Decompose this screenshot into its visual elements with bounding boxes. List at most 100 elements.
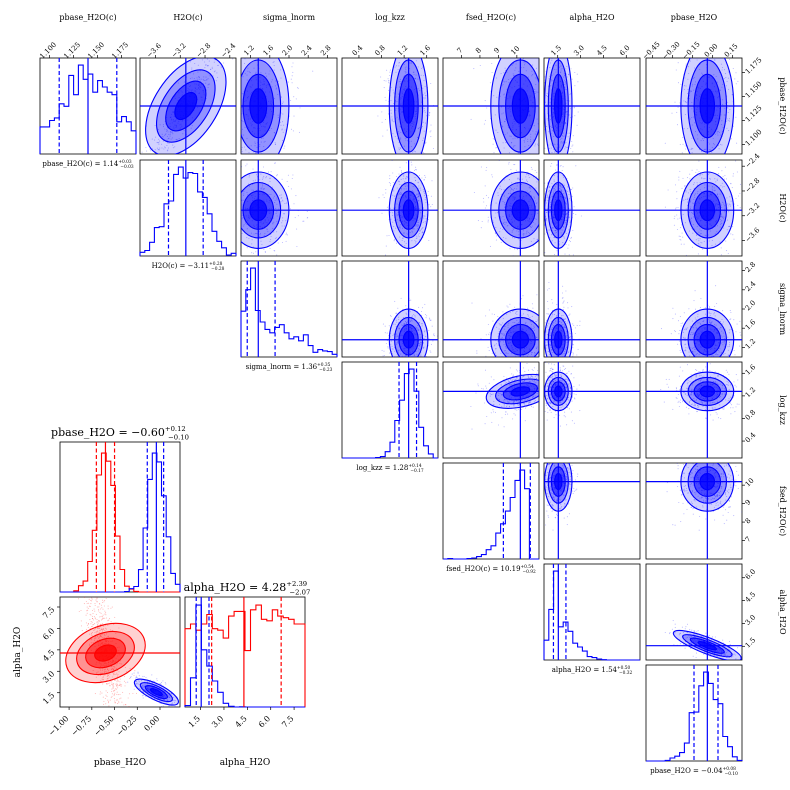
scatter-point (719, 143, 722, 146)
scatter-point (724, 114, 726, 116)
scatter-point (704, 184, 706, 186)
scatter-point (714, 243, 716, 245)
scatter-point (696, 226, 698, 228)
scatter-point (560, 142, 562, 144)
scatter-point (721, 215, 723, 217)
scatter-point (543, 190, 544, 191)
scatter-point (557, 156, 558, 157)
scatter-point (498, 160, 500, 161)
scatter-point (667, 189, 669, 191)
scatter-point (500, 73, 502, 75)
scatter-point (391, 118, 393, 120)
scatter-point (719, 241, 721, 243)
scatter-point (677, 62, 679, 64)
scatter-point (719, 226, 721, 228)
scatter-point (677, 218, 679, 220)
scatter-point (496, 235, 498, 237)
scatter-point (564, 253, 566, 255)
scatter-point (711, 257, 712, 258)
scatter-point (238, 114, 239, 115)
scatter-point (514, 187, 516, 190)
scatter-point (405, 139, 407, 141)
scatter-point (550, 218, 552, 220)
scatter-point (418, 232, 420, 234)
scatter-point (559, 184, 561, 186)
scatter-point (566, 212, 568, 214)
scatter-point (272, 61, 274, 64)
scatter-point (554, 232, 556, 234)
scatter-point (570, 68, 572, 70)
scatter-point (168, 157, 169, 158)
scatter-point (531, 70, 533, 72)
scatter-point (509, 47, 510, 48)
scatter-point (415, 242, 417, 244)
scatter-point (261, 184, 264, 186)
scatter-point (563, 157, 564, 158)
scatter-point (714, 59, 716, 61)
scatter-point (690, 189, 692, 191)
scatter-point (291, 66, 293, 68)
scatter-point (535, 187, 537, 189)
x-tick-label: 0.00 (703, 42, 720, 59)
scatter-point (697, 253, 699, 255)
scatter-point (293, 115, 295, 117)
scatter-point (569, 208, 571, 210)
scatter-point (713, 190, 716, 192)
scatter-point (415, 52, 416, 53)
scatter-point (244, 126, 246, 128)
scatter-point (274, 132, 276, 134)
scatter-point (207, 78, 209, 80)
scatter-point (277, 93, 279, 96)
scatter-point (241, 120, 243, 122)
scatter-point (709, 178, 711, 180)
scatter-point (494, 114, 496, 116)
scatter-point (377, 115, 379, 117)
scatter-point (524, 62, 526, 64)
scatter-point (559, 257, 560, 258)
scatter-point (212, 234, 213, 235)
scatter-point (484, 207, 486, 209)
scatter-point (718, 172, 719, 173)
scatter-point (281, 199, 283, 201)
scatter-point (679, 102, 681, 104)
scatter-point (716, 194, 718, 196)
scatter-point (570, 189, 572, 191)
scatter-point (528, 192, 530, 194)
scatter-point (556, 148, 558, 150)
scatter-point (237, 214, 238, 215)
scatter-point (400, 82, 402, 85)
scatter-point (266, 166, 267, 167)
scatter-point (732, 234, 734, 236)
scatter-point (172, 147, 174, 149)
scatter-point (524, 164, 525, 165)
scatter-point (562, 186, 564, 188)
scatter-point (506, 45, 507, 46)
scatter-point (551, 195, 553, 197)
scatter-point (558, 66, 560, 68)
scatter-point (545, 157, 546, 158)
scatter-point (275, 87, 278, 89)
scatter-point (567, 190, 569, 192)
scatter-point (241, 151, 243, 153)
scatter-point (527, 231, 530, 234)
scatter-point (538, 142, 539, 145)
scatter-point (545, 95, 547, 97)
scatter-point (266, 228, 268, 230)
scatter-point (419, 230, 421, 232)
scatter-point (164, 133, 166, 136)
scatter-point (407, 27, 408, 28)
scatter-point (248, 185, 250, 187)
scatter-point (389, 366, 390, 367)
scatter-point (536, 118, 538, 120)
scatter-point (429, 112, 431, 114)
scatter-point (413, 228, 415, 230)
scatter-point (273, 69, 275, 71)
scatter-point (253, 165, 254, 166)
scatter-point (233, 189, 234, 190)
scatter-point (276, 174, 278, 176)
scatter-point (513, 145, 515, 147)
scatter-point (401, 39, 402, 40)
scatter-point (523, 61, 525, 63)
scatter-point (248, 258, 249, 259)
scatter-point (503, 221, 505, 223)
